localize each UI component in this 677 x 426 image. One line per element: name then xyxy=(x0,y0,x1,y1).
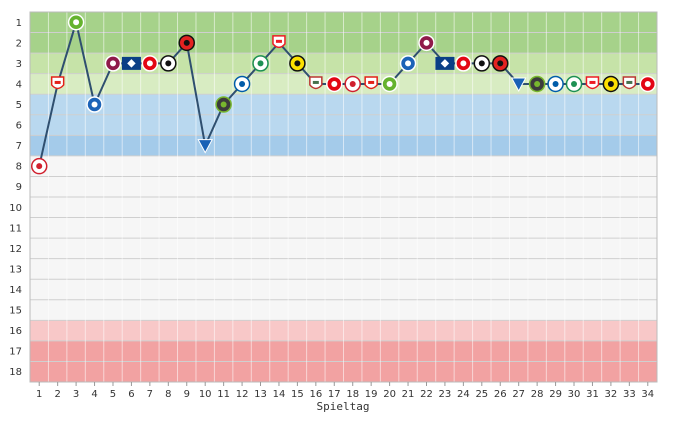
x-tick-label: 27 xyxy=(512,389,525,400)
y-tick-label: 16 xyxy=(9,326,22,337)
schalke-crest-icon xyxy=(86,96,103,113)
x-tick-label: 26 xyxy=(494,389,507,400)
y-tick-label: 17 xyxy=(9,347,22,358)
x-tick-label: 16 xyxy=(309,389,322,400)
fc-koeln-crest-icon xyxy=(104,55,122,72)
stuttgart-crest-icon xyxy=(50,76,65,90)
y-tick-label: 6 xyxy=(16,121,22,132)
x-tick-label: 14 xyxy=(273,389,286,400)
mainz-crest-icon xyxy=(455,55,472,72)
x-tick-label: 19 xyxy=(365,389,378,400)
y-tick-label: 14 xyxy=(9,285,22,296)
x-tick-label: 31 xyxy=(586,389,599,400)
x-tick-label: 22 xyxy=(420,389,433,400)
y-tick-label: 8 xyxy=(16,162,22,173)
plot-border xyxy=(29,11,658,383)
x-axis-label: Spieltag xyxy=(317,400,370,413)
x-tick-label: 8 xyxy=(165,389,171,400)
wolfsburg-crest-icon xyxy=(381,75,398,93)
y-tick-label: 9 xyxy=(16,182,22,193)
x-tick-label: 6 xyxy=(128,389,134,400)
x-tick-label: 4 xyxy=(91,389,97,400)
mainz-crest-icon xyxy=(141,55,159,72)
x-tick-label: 7 xyxy=(147,389,153,400)
wolfsburg-crest-icon xyxy=(67,14,85,31)
schalke-crest-icon xyxy=(399,55,417,72)
augsburg-crest-icon xyxy=(622,76,637,90)
bremen-crest-icon xyxy=(565,75,583,93)
hannover-crest-icon xyxy=(528,75,546,93)
hertha-crest-icon xyxy=(547,75,564,93)
grid-lines xyxy=(29,11,658,383)
hoffenheim-crest-icon xyxy=(510,77,527,92)
koeln-crest-icon xyxy=(272,35,286,49)
x-tick-label: 1 xyxy=(36,389,42,400)
x-tick-label: 11 xyxy=(217,389,230,400)
x-tick-label: 10 xyxy=(199,389,212,400)
x-tick-label: 9 xyxy=(184,389,190,400)
dortmund-crest-icon xyxy=(289,55,306,72)
koeln-crest-icon xyxy=(585,76,600,90)
x-tick-label: 33 xyxy=(623,389,636,400)
dortmund-crest-icon xyxy=(602,75,620,93)
x-tick-label: 20 xyxy=(383,389,396,400)
bayern-crest-icon xyxy=(30,157,48,175)
mainz-crest-icon xyxy=(326,75,343,93)
x-tick-label: 24 xyxy=(457,389,470,400)
freiburg-crest-icon xyxy=(160,55,177,72)
leverkusen-crest-icon xyxy=(492,55,509,72)
x-tick-label: 29 xyxy=(549,389,562,400)
bayern-crest-icon xyxy=(344,75,361,93)
x-tick-label: 28 xyxy=(531,389,544,400)
x-tick-label: 5 xyxy=(110,389,116,400)
hamburg-crest-icon xyxy=(121,56,141,70)
y-tick-label: 7 xyxy=(16,141,22,152)
mainz-crest-icon xyxy=(639,75,657,93)
x-tick-label: 13 xyxy=(254,389,267,400)
y-tick-label: 4 xyxy=(16,79,22,90)
x-axis-ticks: 1 2 3 4 5 6 7 8 9 10 11 12 13 14 15 16 17 18 19 20 21 22 23 24 2… xyxy=(36,382,654,400)
x-tick-label: 25 xyxy=(475,389,488,400)
x-tick-label: 23 xyxy=(439,389,452,400)
x-tick-label: 30 xyxy=(568,389,581,400)
x-tick-label: 32 xyxy=(605,389,618,400)
y-tick-label: 11 xyxy=(9,223,22,234)
y-tick-label: 10 xyxy=(9,203,22,214)
x-tick-label: 15 xyxy=(291,389,304,400)
x-tick-label: 12 xyxy=(236,389,249,400)
hoffenheim-crest-icon xyxy=(197,139,214,154)
x-tick-label: 17 xyxy=(328,389,341,400)
y-tick-label: 15 xyxy=(9,306,22,317)
y-tick-label: 3 xyxy=(16,59,22,70)
y-tick-label: 18 xyxy=(9,367,22,378)
x-tick-label: 3 xyxy=(73,389,79,400)
x-tick-label: 21 xyxy=(402,389,415,400)
leverkusen-crest-icon xyxy=(178,34,195,52)
x-tick-label: 18 xyxy=(346,389,359,400)
hannover-crest-icon xyxy=(215,96,232,113)
hamburg-crest-icon xyxy=(435,56,455,70)
data-points xyxy=(30,14,657,175)
x-tick-label: 2 xyxy=(54,389,60,400)
hertha-crest-icon xyxy=(233,75,251,93)
freiburg-crest-icon xyxy=(473,55,491,72)
y-tick-label: 5 xyxy=(16,100,22,111)
x-tick-label: 34 xyxy=(641,389,654,400)
bremen-crest-icon xyxy=(252,55,269,72)
y-tick-label: 13 xyxy=(9,264,22,275)
y-tick-label: 2 xyxy=(16,38,22,49)
y-tick-label: 12 xyxy=(9,244,22,255)
stuttgart-crest-icon xyxy=(364,76,378,90)
y-tick-label: 1 xyxy=(16,18,22,29)
augsburg-crest-icon xyxy=(309,76,323,90)
fc-koeln-crest-icon xyxy=(418,34,435,52)
